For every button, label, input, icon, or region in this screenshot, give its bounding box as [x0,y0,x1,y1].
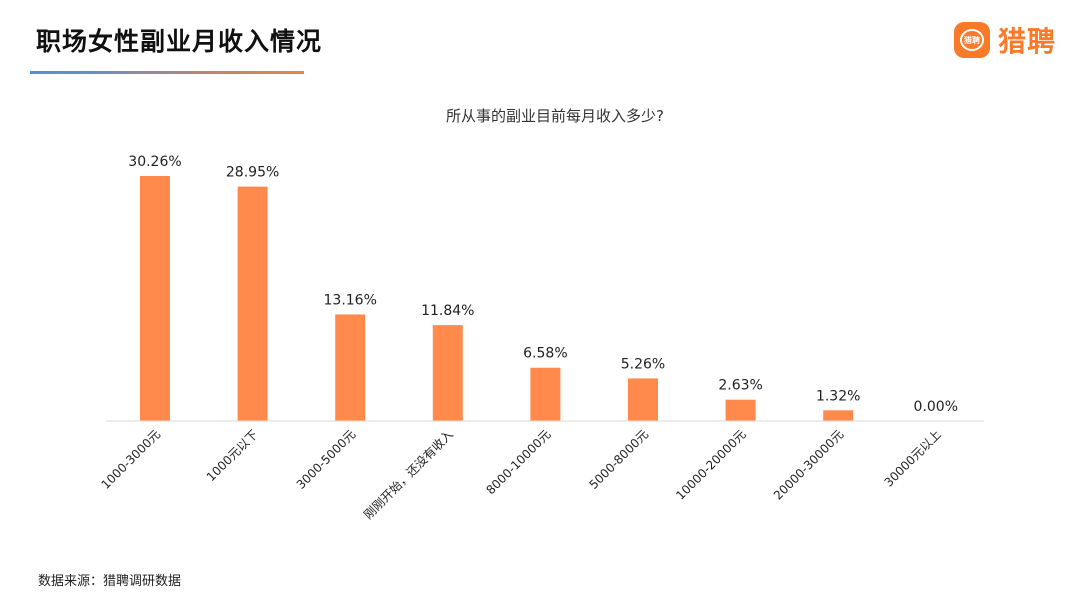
bar-3 [432,325,463,421]
x-tick-label-7: 20000-30000元 [771,427,846,502]
bar-value-label-1: 28.95% [226,165,279,181]
chart-title: 所从事的副业目前每月收入多少? [446,107,664,125]
bar-2 [335,314,366,421]
logo-badge-icon: 猎聘 [953,22,990,58]
bar-value-label-4: 6.58% [523,346,567,362]
liepin-logo: 猎聘 猎聘 [953,20,1056,60]
x-tick-label-4: 8000-10000元 [483,427,553,497]
x-tick-label-1: 1000元以下 [204,427,261,484]
bar-value-label-2: 13.16% [324,292,377,308]
bar-value-label-7: 1.32% [816,388,860,404]
x-tick-label-2: 3000-5000元 [294,427,359,492]
x-tick-label-0: 1000-3000元 [98,427,163,492]
x-tick-label-6: 10000-20000元 [673,427,748,502]
bar-6 [725,399,756,421]
x-tick-label-3: 刚刚开始，还没有收入 [360,427,455,522]
x-tick-label-5: 5000-8000元 [586,427,651,492]
bar-7 [823,410,854,421]
bar-chart: 所从事的副业目前每月收入多少? 30.26% 1000-3000元 28.95% 10… [98,107,984,522]
bar-5 [628,378,658,421]
data-source-note: 数据来源：猎聘调研数据 [38,574,182,589]
title-underline [30,71,304,74]
bar-0 [140,176,170,421]
x-tick-label-8: 30000元以上 [882,427,944,489]
bar-4 [530,367,561,421]
page-title: 职场女性副业月收入情况 [36,27,323,56]
logo-text: 猎聘 [997,25,1056,58]
bar-value-label-0: 30.26% [128,154,181,170]
bar-1 [237,186,268,421]
bar-value-label-3: 11.84% [421,303,474,319]
bar-value-label-5: 5.26% [621,356,665,372]
logo-badge-text: 猎聘 [959,29,984,51]
bar-value-label-6: 2.63% [718,378,762,394]
bar-value-label-8: 0.00% [914,399,958,415]
